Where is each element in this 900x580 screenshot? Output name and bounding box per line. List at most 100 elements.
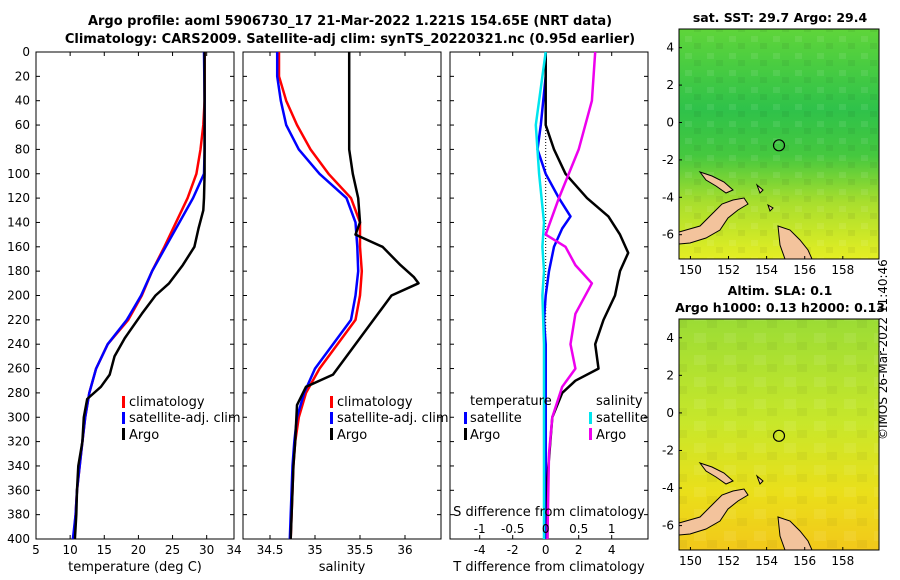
map-y-tick-label: -6: [662, 228, 674, 242]
x-tick-label: -4: [474, 543, 486, 557]
series-line-t-satellite: [536, 52, 572, 539]
x-tick-label: 15: [97, 543, 112, 557]
s-difference-ticks: -1 -0.5 0 0.5 1: [474, 522, 616, 536]
x-tick-label: 2: [575, 543, 583, 557]
legend-swatch-satellite: [122, 412, 125, 424]
depth-tick-label: 220: [7, 313, 30, 327]
depth-tick-label: 0: [22, 45, 30, 59]
title-line-2: Climatology: CARS2009. Satellite-adj cli…: [64, 32, 636, 47]
islet: [755, 183, 764, 194]
argo-float-marker: [772, 139, 786, 152]
sst-map: [678, 28, 880, 260]
x-tick-label: 4: [608, 543, 616, 557]
map-x-tick-label: 152: [717, 554, 740, 568]
legend-label-s-satellite: satellite: [596, 411, 648, 426]
map-x-tick-label: 158: [831, 554, 854, 568]
legend-title-temperature: temperature: [470, 394, 552, 409]
map-y-tick-label: 4: [666, 41, 674, 55]
map-y-tick-label: 2: [666, 368, 674, 382]
x-tick-label: 25: [165, 543, 180, 557]
legend-swatch-climatology: [330, 396, 333, 408]
depth-tick-label: 280: [7, 386, 30, 400]
salinity-axis-label: salinity: [319, 560, 366, 575]
depth-tick-label: 300: [7, 410, 30, 424]
map-y-tick-label: 0: [666, 115, 674, 129]
depth-tick-label: 100: [7, 167, 30, 181]
legend-swatch-argo: [122, 428, 125, 440]
temperature-panel-frame: [35, 51, 235, 540]
islet: [755, 474, 764, 485]
s-diff-tick-label: -1: [474, 522, 486, 536]
series-line-s-satellite: [534, 51, 547, 539]
x-tick-label: 20: [131, 543, 146, 557]
map-y-tick-label: -2: [662, 153, 674, 167]
depth-tick-label: 80: [15, 142, 30, 156]
map-x-tick-label: 156: [793, 554, 816, 568]
map-y-tick-label: -2: [662, 443, 674, 457]
sla-map: [678, 318, 880, 551]
legend-label-satellite: satellite-adj. clim: [129, 411, 241, 426]
t-difference-axis-label: T difference from climatology: [452, 560, 645, 575]
depth-tick-label: 120: [7, 191, 30, 205]
legend-label-argo: Argo: [129, 428, 159, 443]
legend-swatch-s-argo: [589, 428, 592, 440]
map-x-tick-label: 150: [679, 554, 702, 568]
x-tick-label: 10: [62, 543, 77, 557]
depth-tick-label: 180: [7, 264, 30, 278]
legend-label-t-satellite: satellite: [470, 411, 522, 426]
depth-tick-label: 20: [15, 69, 30, 83]
map-x-tick-label: 152: [717, 263, 740, 277]
bougainville-island: [777, 225, 813, 259]
depth-tick-label: 320: [7, 435, 30, 449]
legend-swatch-argo: [330, 428, 333, 440]
s-diff-tick-label: -0.5: [501, 522, 524, 536]
map-x-tick-label: 156: [793, 263, 816, 277]
legend-label-argo: Argo: [337, 428, 367, 443]
temperature-axis-label: temperature (deg C): [68, 560, 202, 575]
sst-land: [679, 171, 813, 259]
title-line-1: Argo profile: aoml 5906730_17 21-Mar-202…: [87, 14, 613, 29]
x-tick-label: 5: [32, 543, 40, 557]
depth-axis-ticks: 0 20 40 60 80 100 120 140 160 180 200 220 240 260 280 3…: [7, 45, 648, 546]
depth-tick-label: 240: [7, 337, 30, 351]
new-ireland-island: [698, 462, 734, 485]
sla-map-frame: [678, 318, 880, 551]
depth-tick-label: 340: [7, 459, 30, 473]
map-y-tick-label: 2: [666, 78, 674, 92]
legend-swatch-climatology: [122, 396, 125, 408]
map-x-tick-label: 158: [831, 263, 854, 277]
series-line-argo: [289, 52, 420, 540]
depth-tick-label: 400: [7, 532, 30, 546]
legend-swatch-satellite: [330, 412, 333, 424]
x-tick-label: 30: [199, 543, 214, 557]
depth-tick-label: 260: [7, 362, 30, 376]
salinity-panel-frame: [242, 51, 442, 540]
legend-label-climatology: climatology: [129, 395, 205, 410]
legend-label-climatology: climatology: [337, 395, 413, 410]
legend-swatch-s-satellite: [589, 412, 592, 424]
profile-lines: [71, 51, 630, 540]
depth-tick-label: 40: [15, 94, 30, 108]
temperature-legend: climatology satellite-adj. clim Argo: [122, 395, 241, 443]
map-y-tick-label: 4: [666, 331, 674, 345]
map-x-tick-label: 154: [755, 263, 778, 277]
map-y-tick-label: -6: [662, 519, 674, 533]
x-tick-label: 34: [226, 543, 241, 557]
series-line-s-argo: [544, 51, 597, 540]
map-axis-ticks: 150 152 154 156 158 4 2 0 -2 -4 -6 150 152 154 156 158 4…: [662, 41, 854, 568]
depth-tick-label: 60: [15, 118, 30, 132]
x-tick-label: 36: [397, 543, 412, 557]
map-y-tick-label: -4: [662, 481, 674, 495]
sla-land: [679, 462, 813, 550]
x-tick-label: -2: [507, 543, 519, 557]
legend-swatch-t-argo: [464, 428, 467, 440]
x-tick-label: 0: [542, 543, 550, 557]
legend-label-satellite: satellite-adj. clim: [337, 411, 449, 426]
sst-map-title: sat. SST: 29.7 Argo: 29.4: [692, 10, 868, 25]
depth-tick-label: 360: [7, 483, 30, 497]
series-line-argo: [73, 52, 206, 540]
legend-label-t-argo: Argo: [470, 428, 500, 443]
map-x-tick-label: 150: [679, 263, 702, 277]
salinity-legend: climatology satellite-adj. clim Argo: [330, 395, 449, 443]
